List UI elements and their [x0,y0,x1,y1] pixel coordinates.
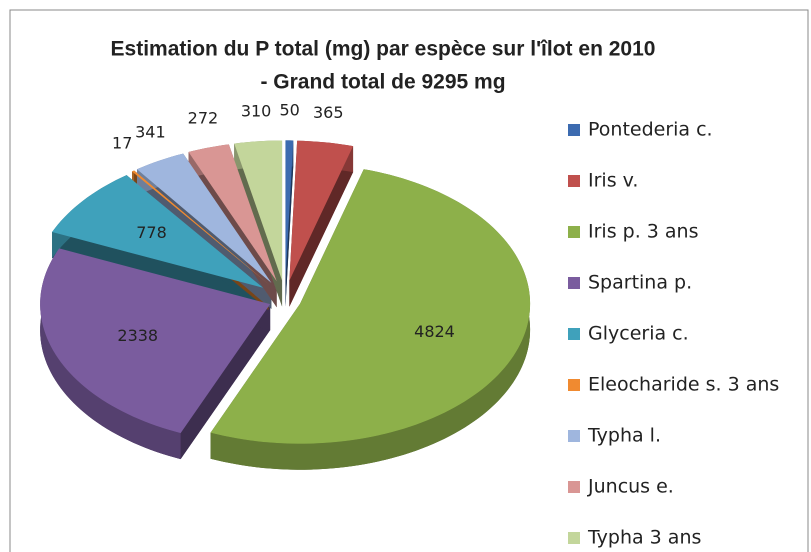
slice-side [285,140,294,307]
data-label: 778 [136,223,167,242]
data-label: 17 [112,133,132,152]
legend-label: Eleocharide s. 3 ans [588,374,779,396]
legend-label: Spartina p. [588,272,692,294]
data-label: 341 [135,122,166,141]
data-label: 2338 [117,326,158,345]
legend-label: Iris p. 3 ans [588,221,698,243]
legend-swatch [568,328,580,340]
legend-swatch [568,430,580,442]
data-label: 272 [188,108,219,127]
data-label: 50 [279,101,299,120]
slice [234,140,283,281]
slice-tops [40,140,531,444]
data-label: 365 [313,103,344,122]
slice [40,248,271,434]
slice [132,170,269,285]
legend-swatch [568,379,580,391]
data-label: 4824 [414,322,455,341]
legend-swatch [568,124,580,136]
legend-swatch [568,481,580,493]
slice-side [180,304,271,460]
slice [210,169,531,444]
legend-swatch [568,277,580,289]
chart-title: - Grand total de 9295 mg [260,71,505,94]
legend-label: Typha l. [587,425,661,447]
legend-swatch [568,226,580,238]
legend-swatch [568,532,580,544]
slice [52,175,264,288]
legend-label: Typha 3 ans [587,527,701,549]
slice [188,144,277,282]
slice-side [210,169,531,470]
slice [136,153,272,283]
legend-label: Pontederia c. [588,119,713,141]
data-label: 310 [241,102,272,121]
slice [289,140,354,281]
legend-label: Glyceria c. [588,323,689,345]
slice-side [289,146,354,307]
legend-label: Juncus e. [587,476,674,498]
legend-swatch [568,175,580,187]
chart-title: Estimation du P total (mg) par espèce su… [111,38,656,61]
legend-label: Iris v. [588,170,638,192]
slice [285,140,294,281]
